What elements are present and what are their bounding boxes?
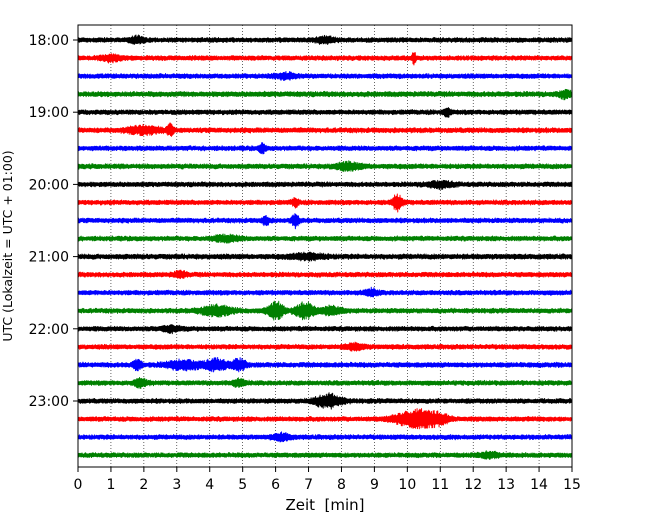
seismogram-trace-2045 (77, 233, 573, 244)
y-tick-label: 21:00 (29, 250, 69, 266)
x-tick-label: 10 (398, 477, 416, 493)
seismogram-trace-2345 (77, 450, 573, 460)
x-axis-label: Zeit [min] (285, 496, 364, 514)
x-tick-label: 8 (337, 477, 346, 493)
y-tick-label: 18:00 (29, 33, 69, 49)
seismogram-trace-2130 (77, 286, 573, 298)
seismogram-trace-2000 (77, 179, 573, 190)
y-axis: 18:00 19:00 20:00 21:00 22:00 23:00 (29, 33, 78, 410)
x-tick-label: 0 (74, 477, 83, 493)
seismogram-trace-2330 (77, 431, 573, 443)
y-axis-label: UTC (Lokalzeit = UTC + 01:00) (0, 150, 15, 341)
x-tick-label: 15 (563, 477, 581, 493)
seismogram-trace-2100 (77, 251, 573, 262)
x-tick-label: 11 (431, 477, 449, 493)
seismogram-trace-1930 (77, 142, 573, 155)
seismogram-trace-1800 (77, 34, 573, 45)
seismogram-trace-2030 (77, 213, 573, 230)
plot-frame (77, 24, 573, 468)
seismogram-trace-1830 (77, 71, 573, 81)
x-tick-label: 12 (464, 477, 482, 493)
seismogram-trace-2230 (77, 356, 573, 373)
x-tick-label: 4 (205, 477, 214, 493)
seismogram-trace-2015 (77, 193, 573, 213)
x-tick-label: 7 (304, 477, 313, 493)
y-tick-label: 22:00 (29, 322, 69, 338)
x-tick-label: 13 (497, 477, 515, 493)
seismogram-trace-2315 (77, 408, 573, 430)
x-tick-label: 14 (530, 477, 548, 493)
seismogram-trace-1845 (77, 88, 573, 101)
x-tick-label: 2 (139, 477, 148, 493)
seismogram-trace-2215 (77, 341, 573, 352)
y-tick-label: 19:00 (29, 105, 69, 121)
y-tick-label: 23:00 (29, 394, 69, 410)
trace-group (77, 34, 573, 460)
seismogram-trace-1945 (77, 160, 573, 173)
seismogram-trace-2245 (77, 377, 573, 389)
x-tick-label: 3 (172, 477, 181, 493)
x-tick-label: 5 (238, 477, 247, 493)
seismogram-trace-2115 (77, 269, 573, 280)
seismogram-trace-1915 (77, 122, 573, 137)
seismogram-trace-1815 (77, 52, 573, 66)
seismogram-trace-2200 (77, 324, 573, 335)
x-axis: 0 1 2 3 4 5 6 7 8 9 10 11 12 13 14 15 (74, 467, 581, 493)
seismogram-trace-2300 (77, 392, 573, 410)
x-tick-label: 6 (271, 477, 280, 493)
seismogram-trace-1900 (77, 107, 573, 118)
x-tick-label: 9 (370, 477, 379, 493)
y-tick-label: 20:00 (29, 177, 69, 193)
x-tick-label: 1 (106, 477, 115, 493)
seismogram-trace-2145 (77, 300, 573, 321)
